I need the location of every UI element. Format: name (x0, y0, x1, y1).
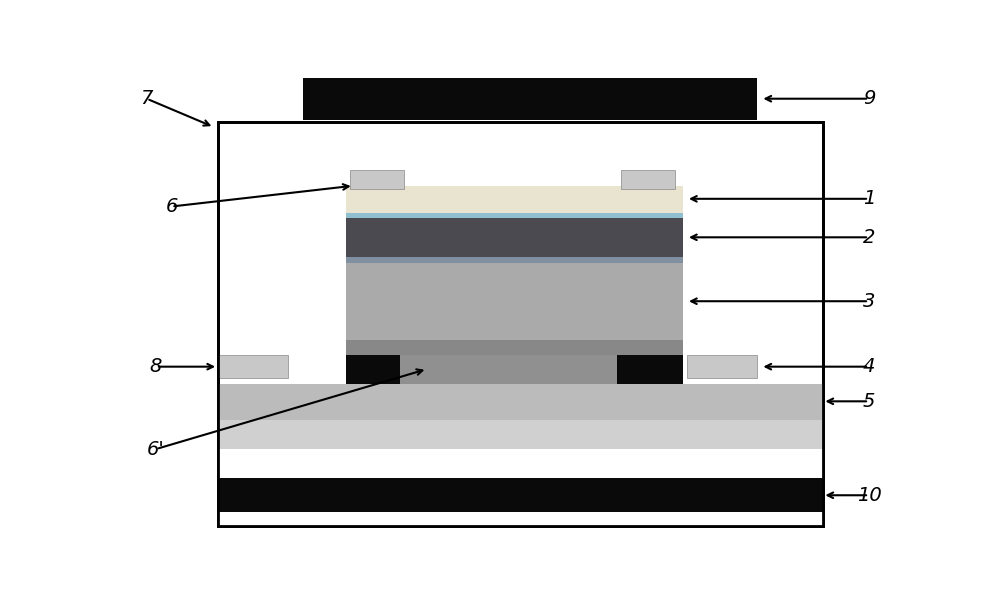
Bar (350, 170, 404, 189)
Bar (346, 355, 400, 383)
Text: 5: 5 (863, 392, 875, 411)
Bar (303, 78, 757, 120)
Bar (218, 478, 822, 512)
Bar (617, 355, 683, 383)
Bar (346, 263, 683, 340)
Text: 2: 2 (863, 228, 875, 247)
Bar (218, 122, 822, 526)
Bar (218, 449, 822, 478)
Bar (218, 512, 822, 526)
Text: 10: 10 (857, 486, 881, 505)
Text: 6': 6' (147, 440, 165, 459)
Text: 9: 9 (863, 89, 875, 108)
Bar (218, 420, 822, 449)
Bar (218, 122, 822, 526)
Bar (346, 218, 683, 257)
Text: 8: 8 (150, 357, 162, 376)
Text: 1: 1 (863, 190, 875, 208)
Bar (218, 355, 288, 378)
Bar (687, 355, 757, 378)
Text: 7: 7 (141, 89, 153, 108)
Bar (621, 170, 675, 189)
Text: 6: 6 (165, 197, 178, 216)
Bar (346, 186, 683, 213)
Bar (346, 340, 683, 355)
Text: 3: 3 (863, 292, 875, 311)
Bar (346, 213, 683, 218)
Bar (400, 355, 617, 383)
Text: 4: 4 (863, 357, 875, 376)
Bar (218, 383, 822, 420)
Bar (346, 257, 683, 263)
